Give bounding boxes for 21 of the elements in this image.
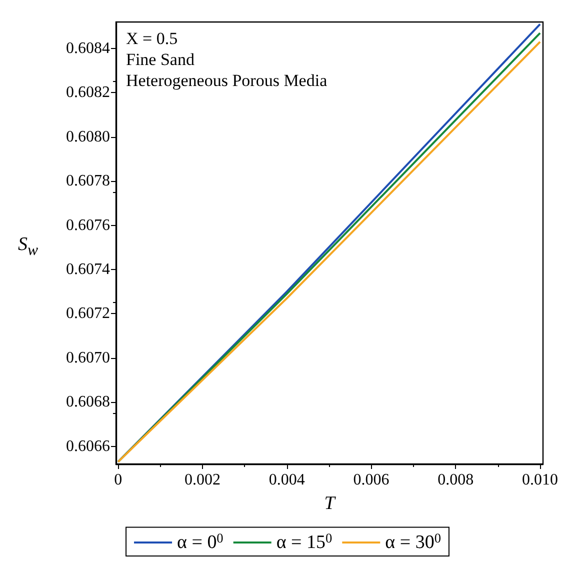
x-tick-label: 0 — [114, 472, 122, 488]
y-tick-label: 0.6074 — [66, 261, 110, 278]
x-axis-title: T — [324, 493, 336, 514]
y-axis-title: S$_{w}$ — [18, 234, 38, 261]
y-tick-label: 0.6068 — [66, 394, 110, 411]
annotation: Fine Sand — [126, 50, 195, 69]
y-tick-label: 0.6072 — [66, 305, 110, 322]
x-tick-label: 0.008 — [438, 472, 474, 488]
x-tick-label: 0.010 — [522, 472, 558, 488]
y-tick-label: 0.6070 — [66, 349, 110, 366]
x-tick-label: 0.002 — [184, 472, 220, 488]
y-tick-label: 0.6080 — [66, 128, 110, 146]
y-tick-label: 0.6078 — [66, 172, 110, 190]
y-tick-label: 0.6066 — [66, 438, 110, 455]
y-tick-label: 0.6076 — [66, 216, 110, 234]
annotation: Heterogeneous Porous Media — [126, 71, 328, 90]
annotation: X = 0.5 — [126, 29, 178, 48]
y-tick-label: 0.6084 — [66, 40, 110, 58]
x-tick-label: 0.004 — [268, 472, 305, 488]
x-tick-label: 0.006 — [353, 472, 390, 488]
y-tick-label: 0.6082 — [66, 84, 110, 102]
